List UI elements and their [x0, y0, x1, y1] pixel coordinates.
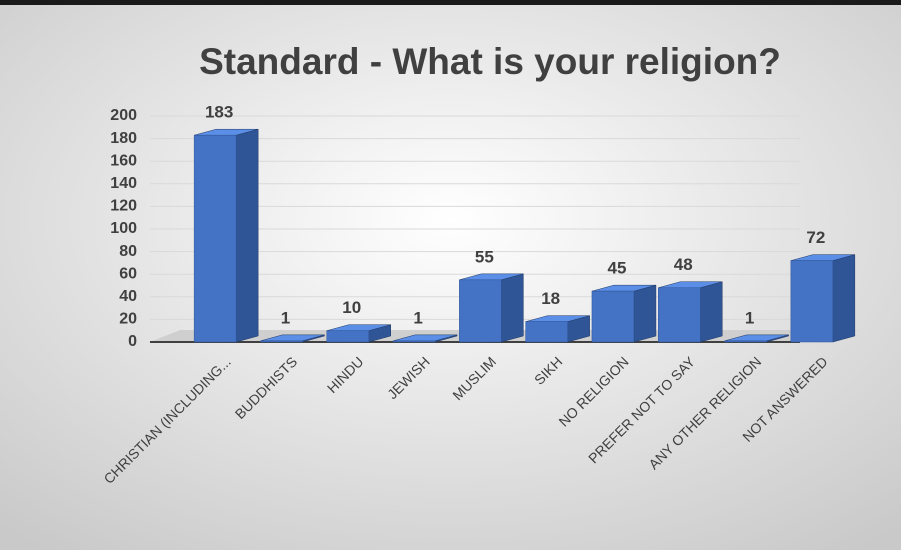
bar-side [501, 273, 524, 343]
bar [326, 330, 369, 343]
y-tick-label: 60 [119, 265, 137, 282]
y-tick-label: 180 [110, 130, 137, 147]
value-label: 72 [806, 228, 825, 247]
bar [724, 340, 767, 343]
bar [658, 287, 701, 343]
value-label: 183 [205, 103, 233, 122]
value-label: 1 [745, 308, 754, 327]
value-label: 55 [475, 247, 494, 266]
bar [392, 340, 436, 343]
bar [591, 290, 635, 343]
y-tick-label: 140 [110, 175, 137, 192]
y-tick-label: 20 [119, 311, 137, 328]
value-label: 10 [342, 298, 361, 317]
y-tick-label: 80 [119, 243, 137, 260]
bar-side [700, 281, 723, 343]
bar [525, 321, 568, 343]
value-label: 45 [607, 259, 626, 278]
value-label: 18 [541, 289, 560, 308]
y-tick-label: 160 [110, 152, 137, 169]
bar [260, 340, 303, 343]
bar-side [633, 284, 657, 343]
top-border [0, 0, 901, 5]
bar [459, 279, 502, 343]
bar [193, 134, 237, 343]
y-tick-label: 100 [110, 220, 137, 237]
y-tick-label: 120 [110, 198, 137, 215]
bar-side [832, 254, 856, 343]
bar-side [235, 128, 259, 343]
value-label: 1 [413, 308, 422, 327]
chart-title: Standard - What is your religion? [199, 41, 781, 82]
y-tick-label: 0 [128, 333, 137, 350]
bar [790, 260, 834, 343]
value-label: 1 [281, 308, 290, 327]
value-label: 48 [674, 255, 693, 274]
y-tick-label: 40 [119, 288, 137, 305]
y-tick-label: 200 [110, 107, 137, 124]
